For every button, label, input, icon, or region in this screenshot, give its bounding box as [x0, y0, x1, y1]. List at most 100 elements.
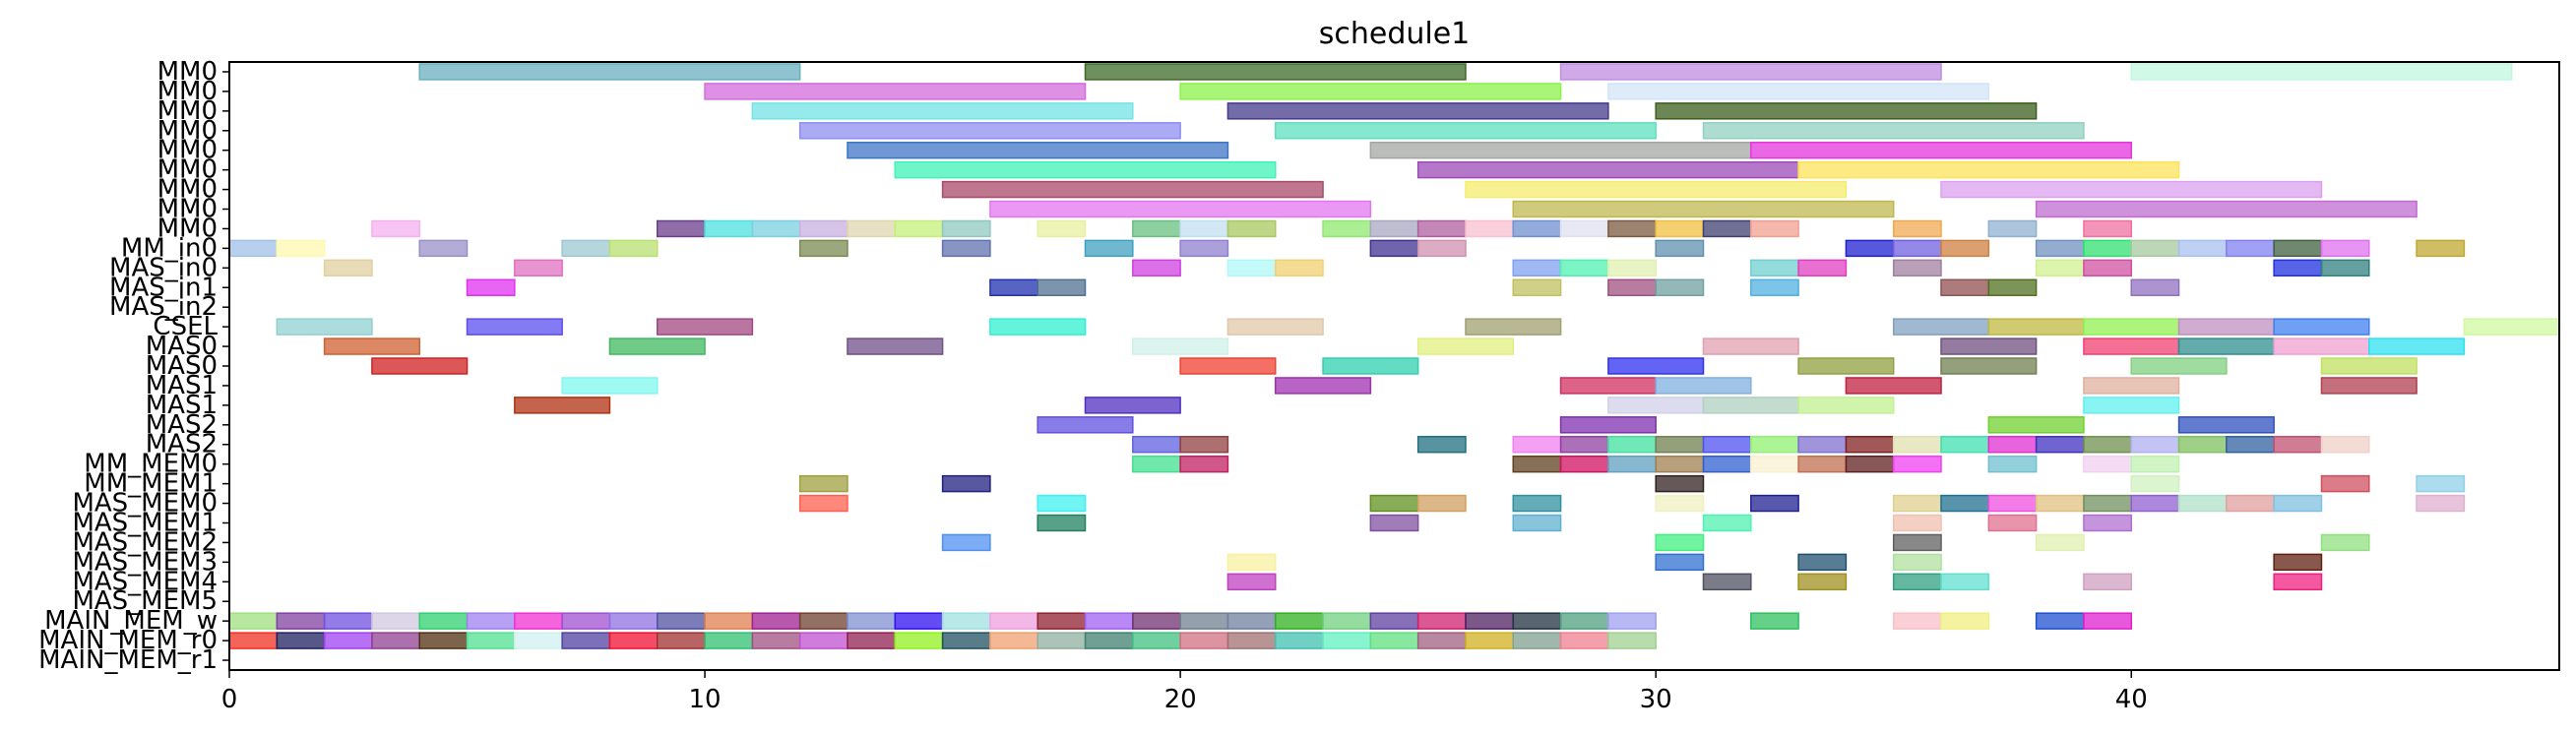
- task-bar: [1750, 259, 1799, 277]
- task-bar: [1655, 219, 1705, 238]
- task-bar: [989, 200, 1372, 218]
- task-bar: [1987, 278, 2038, 296]
- y-tick-label: MAS1: [146, 391, 218, 420]
- task-bar: [514, 259, 563, 277]
- task-bar: [2035, 259, 2085, 277]
- task-bar: [418, 239, 469, 258]
- task-bar: [2320, 533, 2370, 552]
- task-bar: [1559, 416, 1657, 434]
- task-bar: [2035, 612, 2085, 630]
- task-bar: [1226, 219, 1277, 238]
- task-bar: [941, 612, 991, 630]
- task-bar: [2035, 436, 2085, 454]
- task-bar: [1607, 259, 1657, 277]
- task-bar: [1465, 612, 1515, 630]
- task-bar: [1940, 357, 2038, 375]
- task-bar: [2083, 337, 2180, 355]
- task-bar: [1322, 357, 1419, 375]
- y-tick-label: MM0: [157, 136, 218, 165]
- task-bar: [1037, 612, 1087, 630]
- task-bar: [1512, 278, 1562, 296]
- y-tick-label: MM_in0: [121, 233, 218, 263]
- task-bar: [1797, 397, 1895, 414]
- task-bar: [323, 259, 373, 277]
- task-bar: [1037, 494, 1087, 513]
- task-bar: [1132, 337, 1229, 355]
- task-bar: [1655, 377, 1752, 395]
- y-tick-label: MAS_in0: [109, 253, 218, 282]
- task-bar: [1559, 436, 1609, 454]
- task-bar: [228, 239, 279, 258]
- task-bar: [1179, 357, 1277, 375]
- task-bar: [1084, 632, 1134, 649]
- task-bar: [1607, 436, 1657, 454]
- task-bar: [1702, 455, 1752, 473]
- task-bar: [1892, 514, 1942, 532]
- task-bar: [2273, 239, 2323, 258]
- task-bar: [1559, 455, 1609, 473]
- task-bar: [657, 318, 754, 336]
- task-bar: [276, 318, 373, 336]
- task-bar: [1987, 318, 2085, 336]
- task-bar: [2463, 318, 2560, 336]
- task-bar: [1750, 436, 1799, 454]
- task-bar: [941, 533, 991, 552]
- task-bar: [1940, 278, 1990, 296]
- task-bar: [2130, 436, 2180, 454]
- task-bar: [2130, 455, 2180, 473]
- task-bar: [1892, 239, 1942, 258]
- task-bar: [276, 612, 326, 630]
- task-bar: [1797, 357, 1895, 375]
- task-bar: [608, 239, 659, 258]
- task-bar: [418, 63, 801, 81]
- task-bar: [1607, 219, 1657, 238]
- task-bar: [561, 632, 611, 649]
- task-bar: [1465, 318, 1562, 336]
- task-bar: [2320, 259, 2370, 277]
- task-bar: [1465, 180, 1848, 199]
- task-bar: [1559, 377, 1657, 395]
- task-bar: [1226, 553, 1277, 572]
- task-bar: [1416, 494, 1467, 513]
- task-bar: [2130, 239, 2180, 258]
- task-bar: [2083, 397, 2180, 414]
- x-tick-label: 30: [1640, 685, 1672, 714]
- task-bar: [2083, 239, 2132, 258]
- task-bar: [1655, 474, 1705, 493]
- task-bar: [941, 239, 991, 258]
- task-bar: [1655, 455, 1705, 473]
- task-bar: [798, 219, 848, 238]
- task-bar: [1179, 455, 1229, 473]
- y-tick-label: MM0: [157, 195, 218, 224]
- task-bar: [561, 239, 611, 258]
- task-bar: [2273, 318, 2370, 336]
- task-bar: [657, 219, 706, 238]
- task-bar: [466, 318, 563, 336]
- task-bar: [514, 397, 611, 414]
- task-bar: [1797, 436, 1848, 454]
- task-bar: [1655, 436, 1705, 454]
- task-bar: [1179, 612, 1229, 630]
- task-bar: [847, 219, 897, 238]
- task-bar: [2177, 239, 2228, 258]
- task-bar: [1512, 200, 1895, 218]
- task-bar: [1702, 436, 1752, 454]
- task-bar: [2177, 436, 2228, 454]
- task-bar: [2083, 514, 2132, 532]
- task-bar: [1702, 397, 1799, 414]
- task-bar: [1940, 180, 2323, 199]
- task-bar: [1987, 494, 2038, 513]
- task-bar: [1132, 455, 1181, 473]
- task-bar: [2035, 494, 2085, 513]
- x-tick-label: 20: [1164, 685, 1197, 714]
- task-bar: [989, 318, 1087, 336]
- task-bar: [894, 160, 1277, 179]
- y-tick-label: MAIN_MEM_r0: [38, 626, 218, 655]
- task-bar: [1559, 612, 1609, 630]
- y-tick-label: MAIN_MEM_r1: [38, 645, 218, 675]
- x-axis-ticks: 0 10 20 30 40: [221, 670, 2148, 714]
- task-bar: [1322, 612, 1372, 630]
- y-tick-label: MM0: [157, 116, 218, 146]
- y-tick-label: MAS0: [146, 351, 218, 381]
- task-bar: [989, 632, 1038, 649]
